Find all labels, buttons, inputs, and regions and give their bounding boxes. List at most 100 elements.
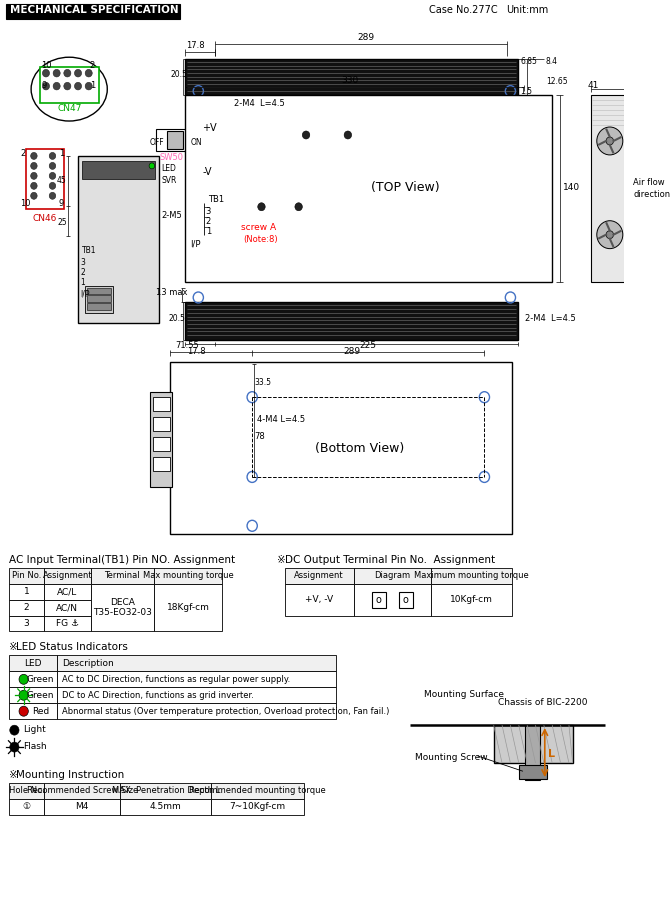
Circle shape xyxy=(606,230,614,239)
Bar xyxy=(9,584,44,599)
Circle shape xyxy=(31,192,37,200)
Text: 17.8: 17.8 xyxy=(186,41,205,50)
Bar xyxy=(78,156,159,323)
Text: SVR: SVR xyxy=(161,176,176,185)
Text: 1: 1 xyxy=(80,278,85,287)
Bar xyxy=(9,703,57,719)
Ellipse shape xyxy=(31,57,107,121)
Bar xyxy=(167,131,184,148)
Bar xyxy=(44,783,121,799)
Bar xyxy=(6,5,180,19)
Text: Green: Green xyxy=(27,691,54,700)
Text: (Bottom View): (Bottom View) xyxy=(316,442,405,455)
Circle shape xyxy=(31,182,37,189)
Bar xyxy=(44,584,90,599)
Text: 2-M4  L=4.5: 2-M4 L=4.5 xyxy=(234,99,284,108)
Text: LED: LED xyxy=(24,659,42,668)
Text: 2: 2 xyxy=(23,603,29,612)
Text: Red: Red xyxy=(31,707,49,716)
Text: 78: 78 xyxy=(254,432,265,441)
Text: 1: 1 xyxy=(90,81,95,90)
Circle shape xyxy=(85,69,92,77)
Text: 8.4: 8.4 xyxy=(545,57,557,67)
Circle shape xyxy=(258,203,265,210)
Bar xyxy=(57,703,336,719)
Text: 33.5: 33.5 xyxy=(254,378,271,387)
Bar xyxy=(431,568,513,584)
Text: 1.5: 1.5 xyxy=(521,87,533,97)
Text: ※: ※ xyxy=(277,555,286,565)
Text: Assignment: Assignment xyxy=(42,571,92,580)
Text: 20.5: 20.5 xyxy=(169,314,186,322)
Text: o: o xyxy=(403,595,409,605)
Bar xyxy=(525,725,540,780)
Text: L: L xyxy=(547,749,555,759)
Text: 71.55: 71.55 xyxy=(175,342,199,351)
Text: 3: 3 xyxy=(23,619,29,628)
Bar xyxy=(9,799,44,815)
Text: CN47: CN47 xyxy=(57,104,82,113)
Text: 13 max: 13 max xyxy=(155,288,187,297)
Bar xyxy=(186,59,518,95)
Circle shape xyxy=(64,69,71,77)
Text: I/P: I/P xyxy=(80,290,90,299)
Circle shape xyxy=(597,127,623,155)
Text: 10: 10 xyxy=(42,61,52,70)
Text: 9: 9 xyxy=(59,199,64,208)
Text: Hole No.: Hole No. xyxy=(9,786,44,795)
Bar xyxy=(44,799,121,815)
Text: 3: 3 xyxy=(206,207,211,216)
Circle shape xyxy=(31,172,37,179)
Bar xyxy=(519,765,547,779)
Text: 1: 1 xyxy=(23,587,29,596)
Text: 10: 10 xyxy=(20,199,30,208)
Text: Maximum mounting torque: Maximum mounting torque xyxy=(414,571,529,580)
Text: 17.8: 17.8 xyxy=(187,347,206,356)
Bar xyxy=(85,285,113,313)
Text: 6.85: 6.85 xyxy=(521,57,537,67)
Text: Mounting Instruction: Mounting Instruction xyxy=(16,770,125,780)
Text: TB1: TB1 xyxy=(208,195,224,204)
Bar xyxy=(87,295,111,302)
Text: AC to DC Direction, functions as regular power supply.: AC to DC Direction, functions as regular… xyxy=(62,675,290,684)
Text: Mounting Surface: Mounting Surface xyxy=(424,691,504,700)
Text: ①: ① xyxy=(22,803,31,812)
Text: OFF: OFF xyxy=(150,138,165,147)
Text: Abnormal status (Over temperature protection, Overload protection, Fan fail.): Abnormal status (Over temperature protec… xyxy=(62,707,389,716)
Text: LED Status Indicators: LED Status Indicators xyxy=(16,642,128,652)
Text: Mounting Screw: Mounting Screw xyxy=(415,753,487,763)
Text: CN46: CN46 xyxy=(32,214,56,222)
Text: 4-M4 L=4.5: 4-M4 L=4.5 xyxy=(257,415,305,425)
Text: o: o xyxy=(376,595,381,605)
Text: Terminal: Terminal xyxy=(105,571,140,580)
Text: +V: +V xyxy=(202,123,216,133)
Text: 1: 1 xyxy=(206,227,211,236)
Text: 10Kgf-cm: 10Kgf-cm xyxy=(450,595,493,604)
Text: MAX. Penetration Depth L: MAX. Penetration Depth L xyxy=(112,786,220,795)
Text: DECA
T35-EO32-03: DECA T35-EO32-03 xyxy=(92,598,151,618)
Text: 289: 289 xyxy=(357,34,374,42)
Text: 225: 225 xyxy=(360,342,377,351)
Circle shape xyxy=(295,203,302,210)
Bar xyxy=(87,288,111,294)
Text: 18Kgf-cm: 18Kgf-cm xyxy=(167,603,210,612)
Bar xyxy=(9,687,57,703)
Text: LED: LED xyxy=(161,164,176,173)
Bar xyxy=(44,568,90,584)
Text: Case No.277C: Case No.277C xyxy=(429,5,497,15)
Bar xyxy=(211,799,304,815)
Circle shape xyxy=(49,192,56,200)
Text: -V: -V xyxy=(202,167,212,177)
Circle shape xyxy=(10,742,19,752)
Bar xyxy=(121,799,211,815)
Circle shape xyxy=(31,152,37,159)
Text: DC Output Terminal Pin No.  Assignment: DC Output Terminal Pin No. Assignment xyxy=(285,555,495,565)
Bar xyxy=(57,655,336,671)
Text: Recommended Screw Size: Recommended Screw Size xyxy=(27,786,138,795)
Text: DC to AC Direction, functions as grid inverter.: DC to AC Direction, functions as grid in… xyxy=(62,691,254,700)
Circle shape xyxy=(49,162,56,169)
Bar xyxy=(9,599,44,616)
Circle shape xyxy=(19,706,28,716)
Text: 20.5: 20.5 xyxy=(170,69,188,78)
Circle shape xyxy=(53,69,60,77)
